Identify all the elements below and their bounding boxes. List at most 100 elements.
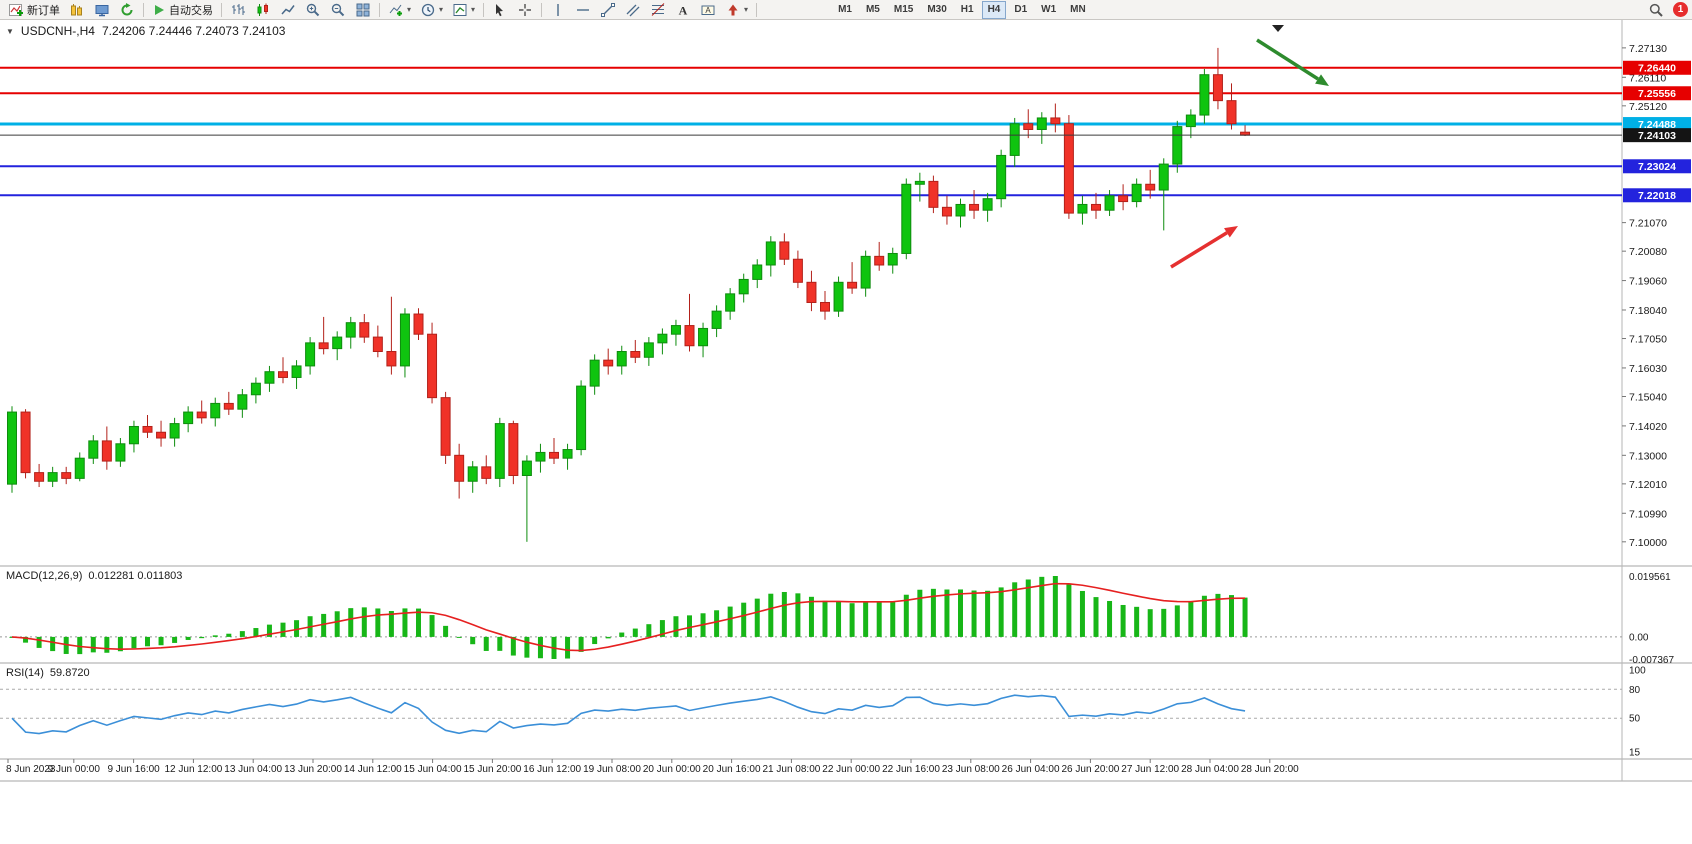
svg-text:15 Jun 04:00: 15 Jun 04:00 [404, 764, 462, 775]
svg-text:-0.007367: -0.007367 [1629, 655, 1674, 666]
macd-bar [1025, 579, 1031, 637]
svg-text:20 Jun 16:00: 20 Jun 16:00 [703, 764, 761, 775]
green-arrow-annotation[interactable] [1256, 38, 1329, 86]
notification-badge[interactable]: 1 [1673, 2, 1688, 17]
text-tool-button[interactable]: A [671, 1, 695, 19]
svg-text:28 Jun 04:00: 28 Jun 04:00 [1181, 764, 1239, 775]
auto-trading-play-icon [152, 3, 166, 17]
candle [20, 411, 31, 474]
svg-text:23 Jun 08:00: 23 Jun 08:00 [942, 764, 1000, 775]
candle [535, 451, 546, 462]
candle [128, 425, 139, 445]
arrows-tool-button[interactable]: ▾ [721, 1, 752, 19]
macd-bar [158, 636, 164, 646]
zoom-out-button[interactable] [326, 1, 350, 19]
candle [210, 402, 221, 419]
macd-bar [1147, 609, 1153, 637]
svg-text:7.16030: 7.16030 [1629, 363, 1667, 375]
indicators-button[interactable]: ▾ [384, 1, 415, 19]
macd-bar [416, 608, 421, 637]
svg-text:14 Jun 12:00: 14 Jun 12:00 [344, 764, 402, 775]
cursor-tool-button[interactable] [488, 1, 512, 19]
candle [427, 333, 438, 399]
candle [345, 322, 356, 338]
clock-icon [420, 2, 436, 18]
candles [7, 47, 1251, 542]
chart-menu-icon[interactable]: ▼ [6, 26, 14, 36]
templates-button[interactable]: ▾ [448, 1, 479, 19]
timeframe-button-m30[interactable]: M30 [921, 1, 952, 19]
new-chart-button[interactable] [65, 1, 89, 19]
tile-windows-button[interactable] [351, 1, 375, 19]
trendline-tool-button[interactable] [596, 1, 620, 19]
candle [332, 336, 343, 350]
refresh-button[interactable] [115, 1, 139, 19]
macd-bar [1229, 595, 1234, 637]
horizontal-line-objects[interactable]: 7.26440 7.25556 7.24488 7.23024 7.22018 [0, 60, 1691, 203]
svg-text:7.13000: 7.13000 [1629, 450, 1667, 462]
macd-bar [375, 608, 381, 637]
svg-text:A: A [679, 3, 688, 17]
periods-clock-button[interactable]: ▾ [416, 1, 447, 19]
macd-bar [199, 636, 205, 639]
svg-text:20 Jun 00:00: 20 Jun 00:00 [643, 764, 701, 775]
channel-tool-button[interactable] [621, 1, 645, 19]
timeframe-button-h1[interactable]: H1 [955, 1, 980, 19]
search-button[interactable] [1644, 1, 1668, 19]
price-badge [1623, 60, 1691, 75]
toolbar-separator [541, 2, 543, 17]
macd-bar [808, 596, 814, 637]
macd-bar [578, 636, 584, 652]
macd-bar [1161, 608, 1167, 637]
candle [115, 443, 126, 462]
candlestick-mode-button[interactable] [251, 1, 275, 19]
timeframe-button-m15[interactable]: M15 [888, 1, 919, 19]
candle [1009, 123, 1020, 156]
candle [359, 322, 370, 338]
horizontal-line-tool-button[interactable] [571, 1, 595, 19]
line-chart-mode-button[interactable] [276, 1, 300, 19]
auto-trading-button[interactable]: 自动交易 [148, 1, 217, 19]
macd-bar [646, 624, 652, 637]
macd-bar [1012, 582, 1018, 637]
svg-text:12 Jun 12:00: 12 Jun 12:00 [164, 764, 222, 775]
macd-bar [1079, 590, 1085, 637]
svg-text:7.25120: 7.25120 [1629, 101, 1667, 113]
timeframe-button-d1[interactable]: D1 [1008, 1, 1033, 19]
macd-bar [429, 615, 435, 637]
chart-canvas[interactable]: 7.27130 7.26110 7.25120 7.21070 7.20080 7.190… [0, 20, 1692, 844]
timeframe-button-m1[interactable]: M1 [832, 1, 858, 19]
macd-signal-line [11, 582, 1246, 652]
candle [1158, 163, 1169, 191]
fibonacci-tool-button[interactable] [646, 1, 670, 19]
notification-count: 1 [1677, 4, 1684, 15]
toolbar-separator [143, 2, 144, 17]
svg-text:100: 100 [1629, 666, 1646, 677]
macd-bar [863, 601, 869, 637]
crosshair-tool-button[interactable] [513, 1, 537, 19]
text-label-tool-button[interactable]: A [696, 1, 720, 19]
red-arrow-annotation[interactable] [1170, 226, 1238, 269]
text-label-icon: A [700, 2, 716, 18]
timeframe-button-m5[interactable]: M5 [860, 1, 886, 19]
macd-bar [361, 607, 367, 637]
candle [264, 371, 275, 384]
chart-shift-marker[interactable] [1272, 25, 1284, 32]
arrow-object-icon [725, 2, 741, 18]
candle [399, 313, 410, 367]
timeframe-button-mn[interactable]: MN [1064, 1, 1092, 19]
zoom-in-button[interactable] [301, 1, 325, 19]
timeframe-button-w1[interactable]: W1 [1035, 1, 1062, 19]
vertical-line-tool-button[interactable] [546, 1, 570, 19]
candle [955, 203, 966, 217]
timeframe-button-h4[interactable]: H4 [981, 0, 1007, 19]
new-order-button[interactable]: 新订单 [4, 1, 64, 19]
toolbar-separator [483, 2, 485, 17]
candle [1077, 203, 1088, 214]
candle [616, 351, 627, 367]
candle [820, 301, 830, 312]
bar-chart-mode-button[interactable] [226, 1, 250, 19]
profiles-button[interactable] [90, 1, 114, 19]
candle [562, 449, 573, 459]
indicators-plus-icon [388, 2, 404, 18]
